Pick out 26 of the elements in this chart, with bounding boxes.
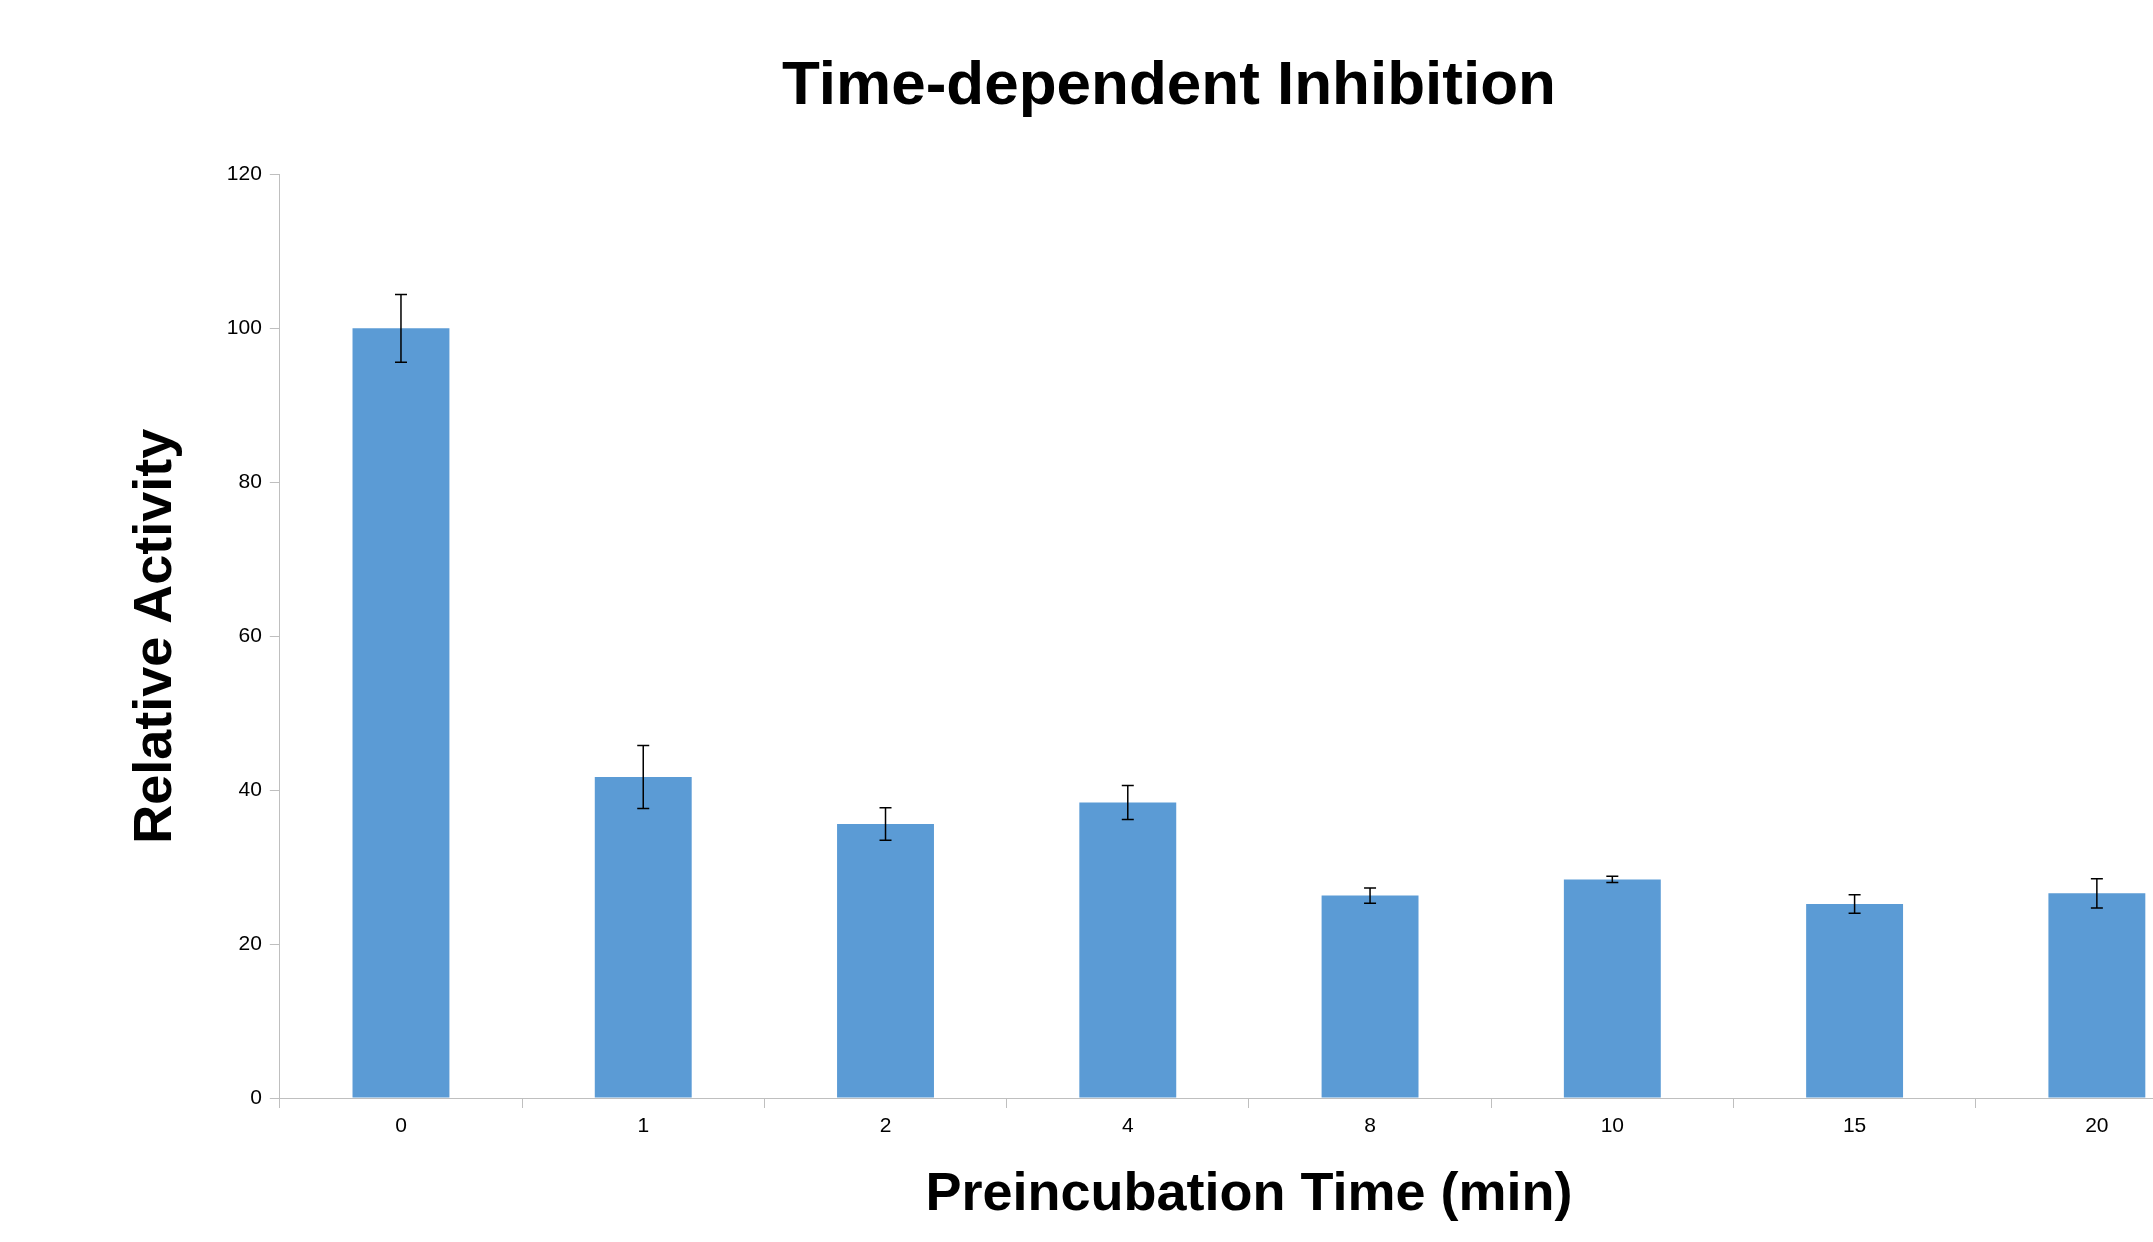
x-tick-label: 10 (1600, 1113, 1624, 1137)
bar (1563, 879, 1661, 1098)
bar (1806, 904, 1904, 1098)
y-tick-label: 100 (226, 315, 262, 339)
y-tick-label: 60 (238, 623, 262, 646)
y-tick-label: 80 (238, 469, 262, 493)
x-tick-label: 15 (1842, 1113, 1867, 1137)
x-tick-label: 8 (1364, 1113, 1376, 1137)
bar (594, 777, 692, 1098)
bar (1321, 895, 1419, 1098)
y-tick-label: 20 (238, 930, 262, 954)
y-tick-label: 40 (238, 776, 262, 800)
x-tick-label: 20 (2085, 1113, 2109, 1137)
y-axis-title: Relative Activity (122, 428, 183, 844)
bar (352, 328, 450, 1098)
bar (1079, 802, 1177, 1098)
x-tick-label: 2 (879, 1113, 892, 1137)
y-tick-label: 120 (226, 161, 262, 185)
bar (2048, 893, 2146, 1098)
y-tick-label: 0 (250, 1084, 262, 1108)
x-tick-label: 1 (637, 1113, 650, 1137)
x-axis-title: Preincubation Time (min) (925, 1161, 1573, 1222)
x-tick-label: 4 (1121, 1113, 1134, 1137)
x-tick-label: 0 (395, 1113, 407, 1137)
chart-title: Time-dependent Inhibition (782, 48, 1556, 118)
bar (837, 824, 934, 1098)
